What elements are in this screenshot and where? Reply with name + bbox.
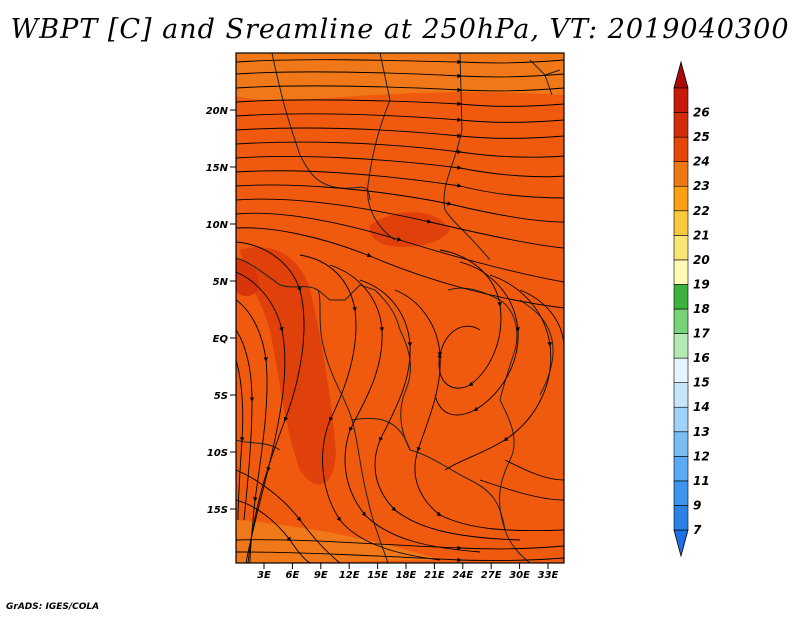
- wbpt-zone-23: [236, 53, 564, 100]
- colorbar: 7 9 11 12 13 14 15 16 17 18 19 20 21 22 23 24 25 26: [673, 60, 710, 558]
- colorbar-swatch: [673, 284, 689, 310]
- lat-tick-label: 10S: [207, 448, 228, 459]
- colorbar-bottom-arrow: [673, 529, 689, 558]
- colorbar-swatch: [673, 480, 689, 506]
- lon-tick-label: 12E: [339, 570, 360, 581]
- colorbar-label: 18: [693, 302, 710, 316]
- colorbar-label: 24: [693, 155, 710, 169]
- longitude-axis: 3E 6E 9E 12E 15E 18E 21E 24E 27E 30E 33E: [257, 563, 559, 581]
- colorbar-swatch: [673, 136, 689, 162]
- colorbar-label: 20: [693, 253, 710, 267]
- colorbar-swatch: [673, 210, 689, 236]
- lon-tick-label: 30E: [509, 570, 530, 581]
- colorbar-label: 9: [693, 498, 701, 512]
- streamlines: [236, 59, 564, 563]
- colorbar-swatch: [673, 259, 689, 285]
- lon-tick-label: 21E: [424, 570, 445, 581]
- colorbar-label: 26: [693, 106, 710, 120]
- lat-tick-label: 5N: [213, 277, 229, 288]
- map-area: [236, 53, 564, 563]
- colorbar-swatch: [673, 431, 689, 457]
- colorbar-swatch: [673, 456, 689, 482]
- lon-tick-label: 24E: [452, 570, 473, 581]
- lon-tick-label: 6E: [286, 570, 300, 581]
- lat-tick-label: 20N: [206, 106, 229, 117]
- colorbar-label: 19: [693, 277, 710, 291]
- colorbar-label: 17: [693, 327, 710, 341]
- chart-title: WBPT [C] and Sreamline at 250hPa, VT: 20…: [10, 14, 790, 45]
- colorbar-swatch: [673, 112, 689, 138]
- colorbar-label: 25: [693, 130, 710, 144]
- colorbar-swatch: [673, 308, 689, 334]
- colorbar-top-arrow: [673, 60, 689, 89]
- lat-tick-label: 5S: [214, 391, 228, 402]
- wbpt-zone-26: [236, 258, 259, 297]
- colorbar-label: 21: [693, 228, 710, 242]
- lon-tick-label: 15E: [367, 570, 388, 581]
- colorbar-label: 14: [693, 400, 710, 414]
- colorbar-swatch: [673, 406, 689, 433]
- colorbar-label: 23: [693, 179, 710, 193]
- colorbar-swatch: [673, 185, 689, 212]
- colorbar-swatch: [673, 382, 689, 408]
- lon-tick-label: 27E: [481, 570, 502, 581]
- colorbar-label: 12: [693, 449, 710, 463]
- colorbar-label: 11: [693, 474, 710, 488]
- colorbar-label: 16: [693, 351, 710, 365]
- lat-tick-label: 15S: [207, 505, 228, 516]
- lon-tick-label: 33E: [538, 570, 559, 581]
- lat-tick-label: 10N: [206, 220, 229, 231]
- colorbar-swatch: [673, 87, 689, 113]
- colorbar-label: 22: [693, 204, 710, 218]
- lat-tick-label: 15N: [206, 163, 229, 174]
- lon-tick-label: 9E: [314, 570, 328, 581]
- lon-tick-label: 3E: [257, 570, 271, 581]
- latitude-axis: 20N 15N 10N 5N EQ 5S 10S 15S: [206, 106, 236, 516]
- colorbar-swatch: [673, 505, 689, 531]
- colorbar-label: 15: [693, 376, 710, 390]
- colorbar-label: 7: [693, 523, 702, 537]
- colorbar-swatch: [673, 357, 689, 383]
- lat-tick-label: EQ: [213, 334, 229, 345]
- lon-tick-label: 18E: [396, 570, 417, 581]
- colorbar-label: 13: [693, 425, 710, 439]
- credit-label: GrADS: IGES/COLA: [6, 602, 100, 612]
- wbpt-zone-22: [470, 53, 564, 78]
- colorbar-swatch: [673, 161, 689, 187]
- wbpt-zone-23-south: [236, 520, 440, 563]
- colorbar-swatch: [673, 235, 689, 261]
- colorbar-swatch: [673, 333, 689, 359]
- map-frame: [235, 52, 565, 564]
